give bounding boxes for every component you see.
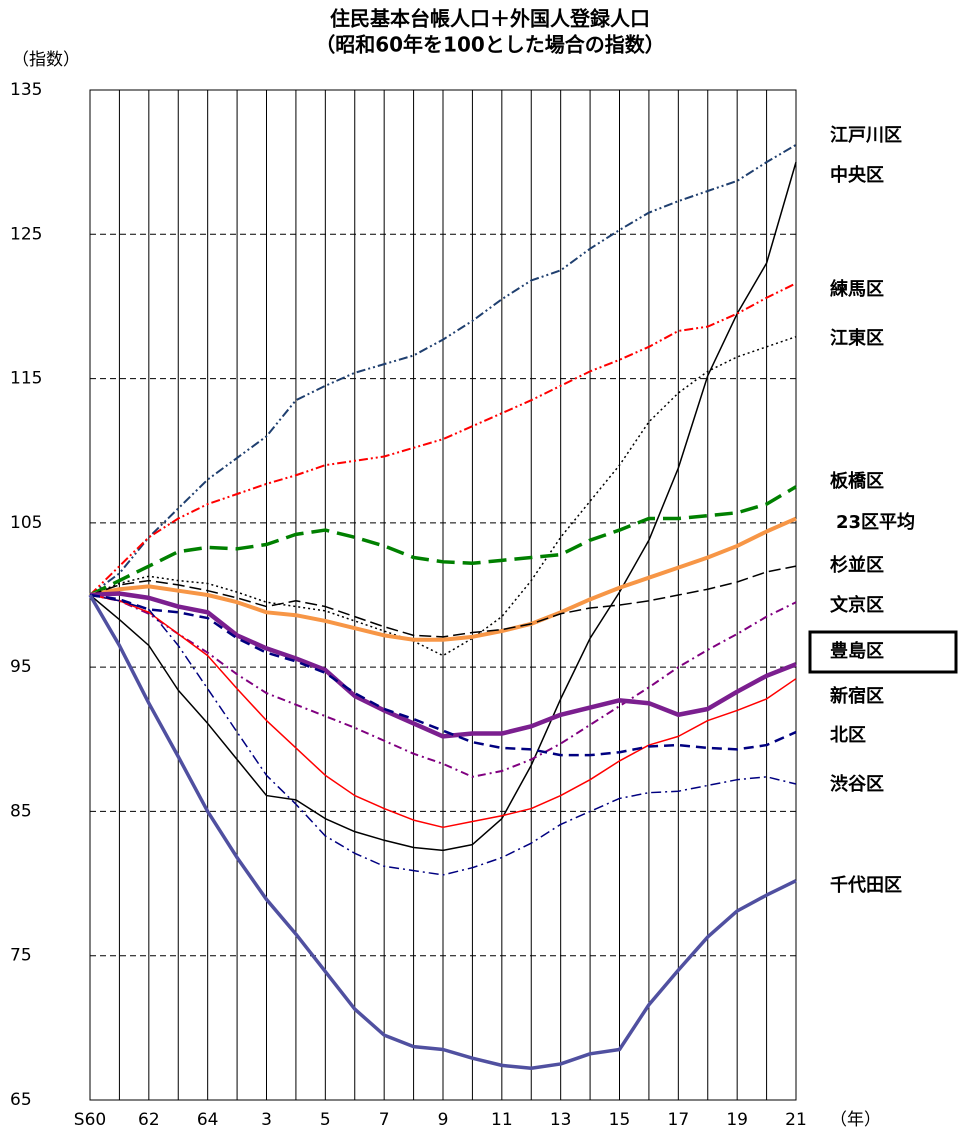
series-label: 板橋区 [830,470,884,492]
x-tick-label: 5 [320,1110,331,1130]
series-label: 江戸川区 [830,125,902,146]
series-line [89,594,797,829]
series-label: 文京区 [830,594,884,616]
y-tick-label: 95 [10,657,32,677]
series-label: 北区 [830,725,866,746]
x-tick-label: 64 [197,1110,219,1130]
highlight-box [808,630,958,674]
x-tick-label: 3 [261,1110,272,1130]
x-tick-label: S60 [74,1110,106,1130]
y-tick-label: 85 [10,801,32,821]
series-line [89,516,797,642]
series-line [89,161,797,852]
y-axis-label: （指数） [12,50,80,70]
x-tick-label: 11 [491,1110,513,1130]
series-line [89,594,797,876]
chart-title: 住民基本台帳人口＋外国人登録人口 [330,7,650,31]
y-tick-label: 105 [10,513,42,533]
series-line [89,593,797,757]
x-tick-label: 7 [379,1110,390,1130]
series-line [89,143,797,596]
series-line [89,594,797,778]
y-tick-label: 125 [10,224,42,244]
x-tick-label: 17 [668,1110,690,1130]
y-tick-label: 75 [10,946,32,966]
x-tick-label: 21 [785,1110,807,1130]
series-label: 渋谷区 [830,773,884,795]
series-line [89,336,797,657]
x-tick-label: 15 [609,1110,631,1130]
series-line [89,282,797,596]
y-tick-label: 115 [10,369,42,389]
x-tick-label: 19 [726,1110,748,1130]
series-line [89,485,797,597]
x-axis-label: （年） [830,1110,881,1130]
series-line [89,591,797,739]
series-label: 中央区 [830,164,884,186]
series-label: 豊島区 [830,640,884,662]
y-tick-label: 135 [10,80,42,100]
series-label: 新宿区 [830,685,884,707]
x-tick-label: 62 [138,1110,160,1130]
series-label: 23区平均 [836,511,915,533]
series-label: 江東区 [830,327,884,349]
x-tick-label: 9 [438,1110,449,1130]
y-tick-label: 65 [10,1090,32,1110]
series-line [88,594,797,1071]
chart-subtitle: （昭和60年を100とした場合の指数） [315,33,665,57]
x-tick-label: 13 [550,1110,572,1130]
series-label: 杉並区 [830,554,884,576]
series-label: 千代田区 [830,875,902,896]
series-line [89,565,797,638]
series-label: 練馬区 [830,278,884,300]
